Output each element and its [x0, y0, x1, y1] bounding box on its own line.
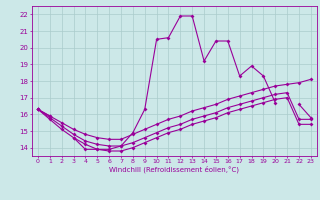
X-axis label: Windchill (Refroidissement éolien,°C): Windchill (Refroidissement éolien,°C) [109, 166, 239, 173]
